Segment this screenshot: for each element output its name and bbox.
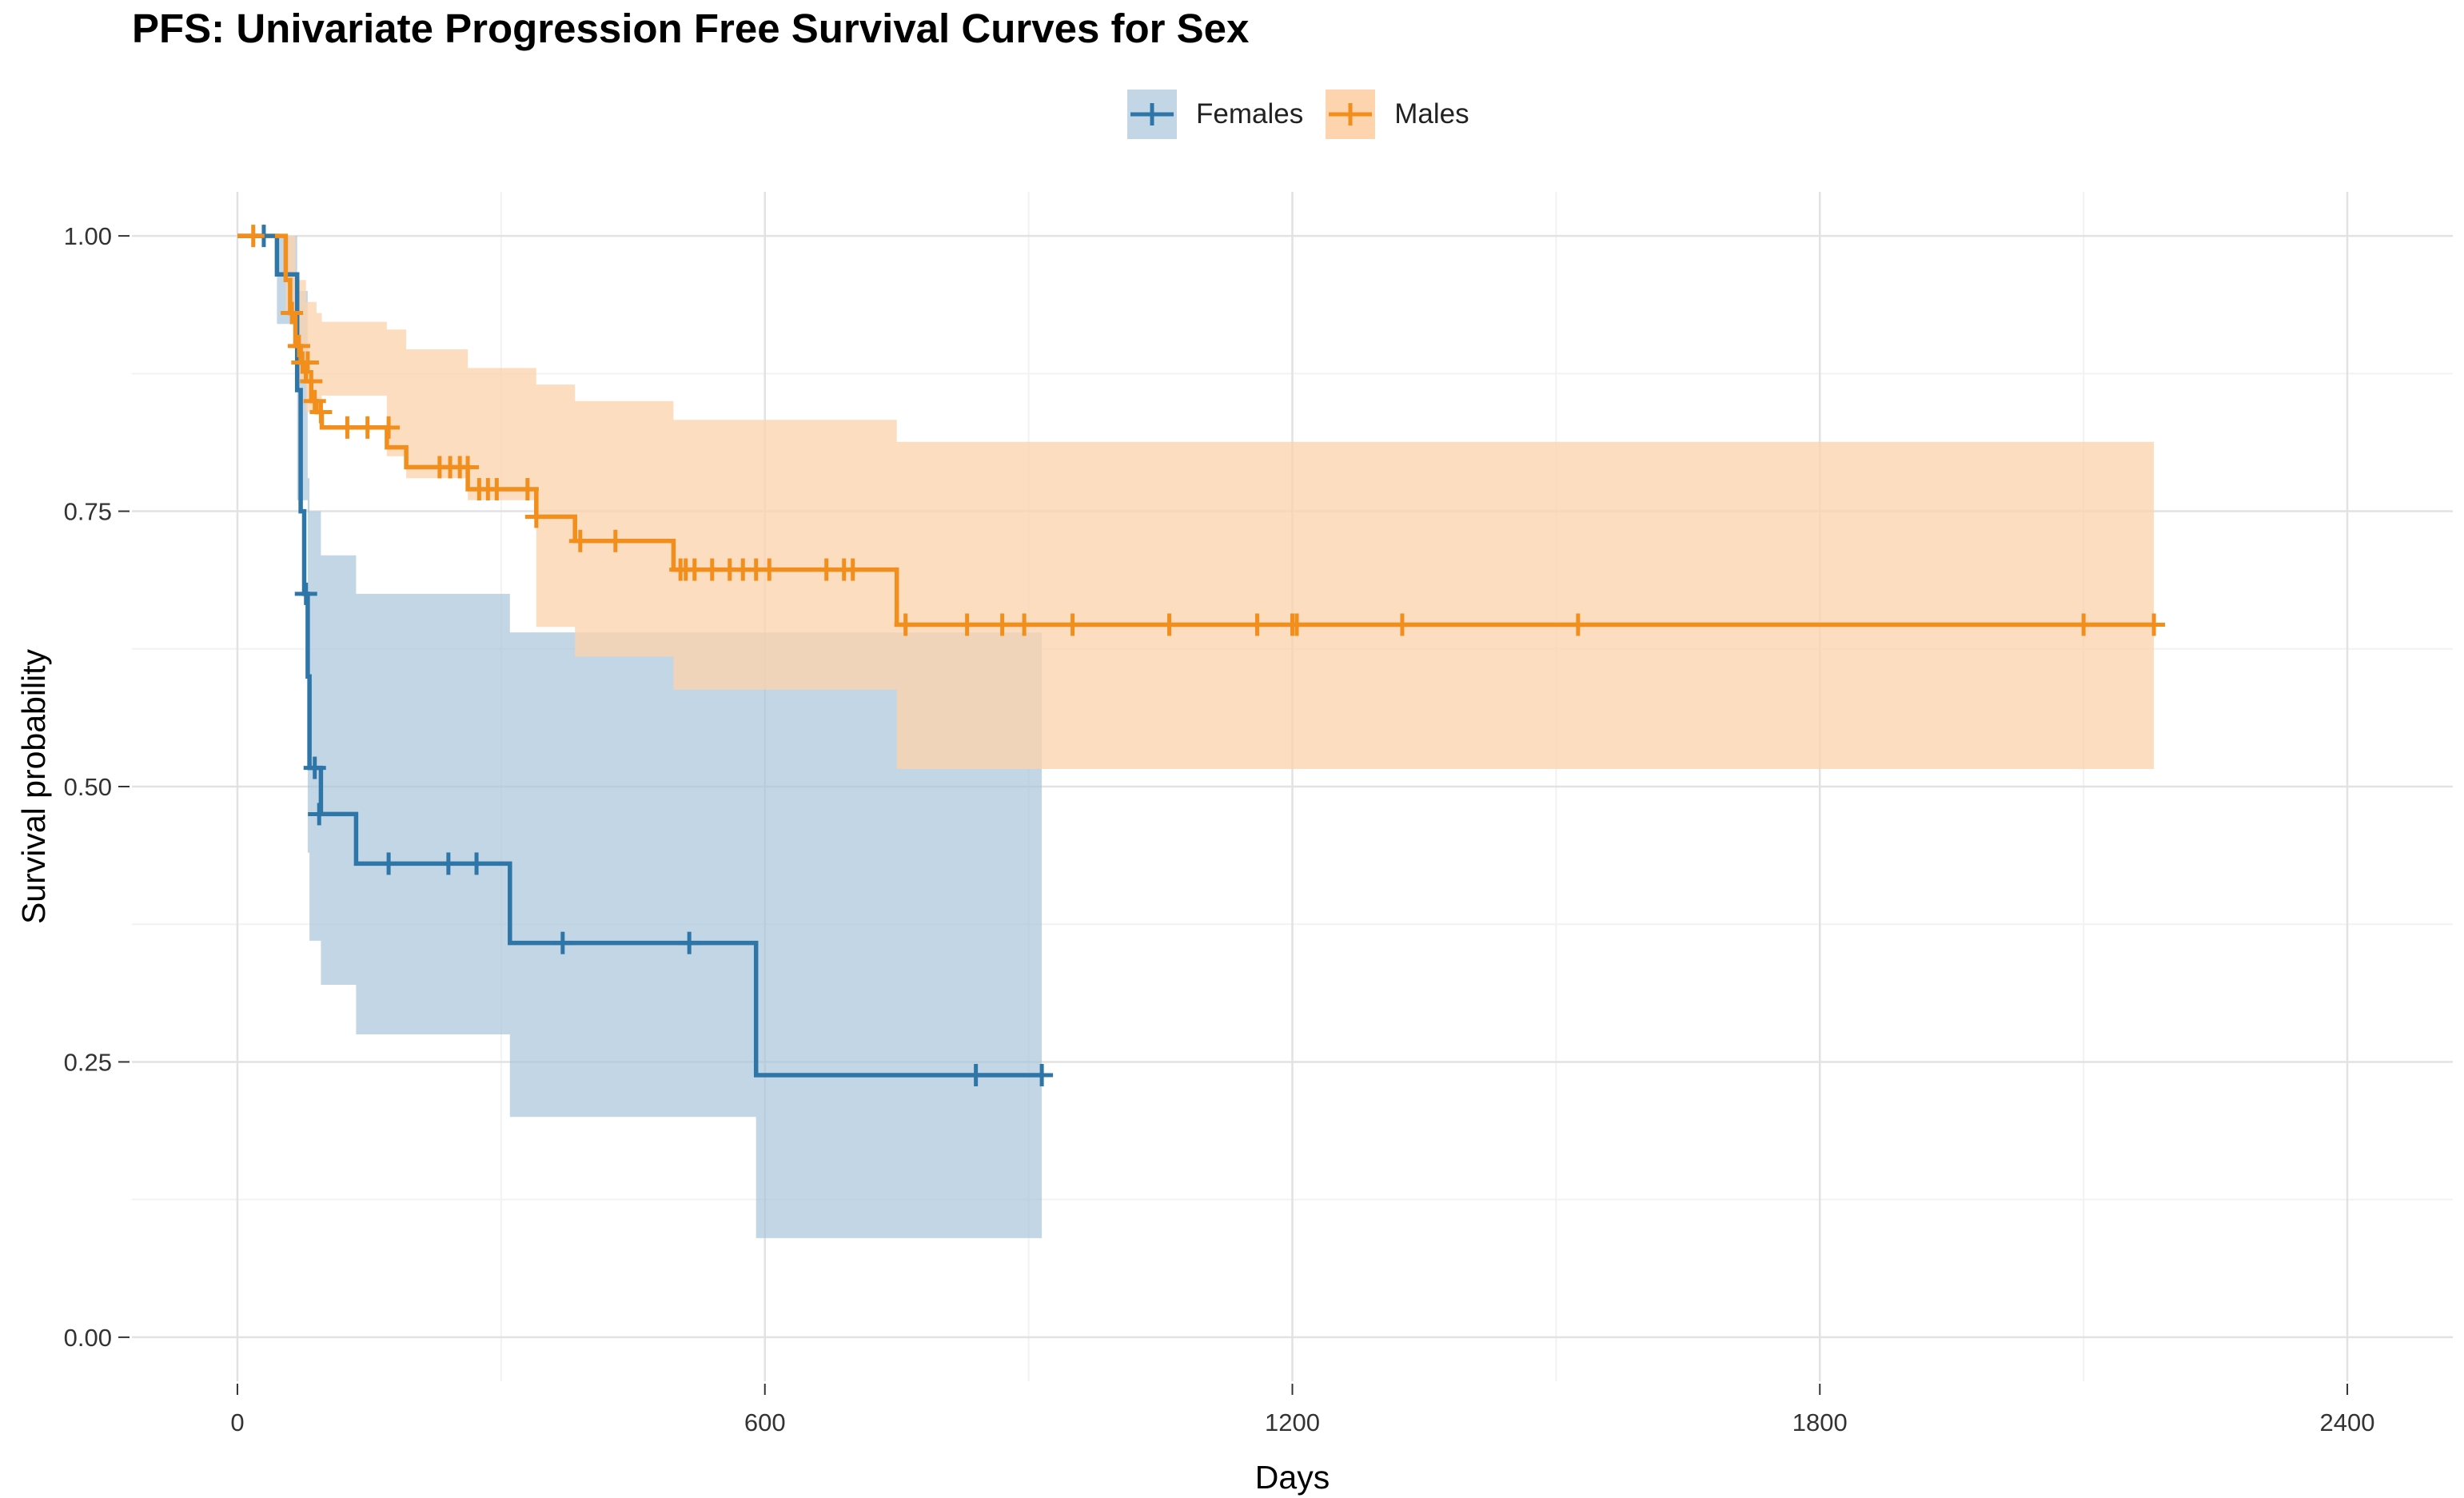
censor-mark: [841, 558, 864, 581]
censor-mark: [1566, 613, 1589, 636]
censor-mark: [955, 613, 979, 636]
censor-mark: [1061, 613, 1084, 636]
x-tick-label: 600: [744, 1408, 786, 1436]
censor-mark: [678, 931, 701, 954]
censor-mark: [485, 478, 508, 500]
legend: Females Males: [1127, 86, 1492, 142]
censor-mark: [1285, 613, 1308, 636]
chart-title: PFS: Univariate Progression Free Surviva…: [132, 6, 1250, 51]
censor-mark: [1031, 1063, 1054, 1086]
censor-mark: [1013, 613, 1036, 636]
y-axis: 0.00 0.25 0.50 0.75 1.00: [64, 222, 130, 1352]
x-axis: 0 600 1200 1800 2400: [230, 1384, 2375, 1436]
y-tick-label: 0.00: [64, 1324, 112, 1352]
censor-mark: [758, 558, 781, 581]
y-tick-label: 0.25: [64, 1048, 112, 1076]
legend-key-males: [1326, 90, 1376, 139]
censor-mark: [356, 416, 379, 439]
ci-band-males: [237, 236, 2155, 770]
legend-item-males[interactable]: Males: [1326, 90, 1469, 139]
censor-mark: [2143, 613, 2166, 636]
y-tick-label: 1.00: [64, 222, 112, 250]
censor-mark: [465, 852, 488, 875]
censor-mark: [1158, 613, 1181, 636]
censor-mark: [991, 613, 1014, 636]
censor-mark: [303, 756, 326, 779]
censor-mark: [296, 351, 319, 374]
y-axis-title: Survival probability: [15, 648, 52, 924]
x-tick-label: 2400: [2320, 1408, 2375, 1436]
censor-mark: [287, 334, 310, 357]
legend-item-females[interactable]: Females: [1127, 90, 1303, 139]
x-tick-label: 0: [230, 1408, 244, 1436]
censor-mark: [241, 225, 265, 248]
censor-mark: [294, 582, 317, 605]
censor-mark: [1390, 613, 1413, 636]
censor-mark: [377, 416, 401, 439]
censor-mark: [568, 529, 592, 552]
x-tick-label: 1200: [1265, 1408, 1320, 1436]
censor-mark: [1246, 613, 1269, 636]
x-tick-label: 1800: [1792, 1408, 1848, 1436]
censor-mark: [894, 613, 917, 636]
censor-mark: [437, 852, 460, 875]
censor-mark: [308, 803, 331, 826]
ci-band-females: [237, 236, 1043, 1238]
censor-mark: [281, 301, 304, 325]
legend-label-males: Males: [1394, 98, 1469, 129]
x-axis-title: Days: [1255, 1459, 1330, 1496]
censor-mark: [2072, 613, 2095, 636]
censor-mark: [551, 931, 574, 954]
censor-mark: [604, 529, 627, 552]
censor-marks-males: [241, 225, 2166, 636]
censor-mark: [309, 400, 333, 424]
censor-mark: [300, 369, 323, 392]
censor-mark: [336, 416, 359, 439]
censor-mark: [457, 456, 480, 479]
censor-mark: [964, 1063, 987, 1086]
y-tick-label: 0.75: [64, 498, 112, 526]
legend-key-females: [1127, 90, 1177, 139]
y-tick-label: 0.50: [64, 773, 112, 801]
censor-mark: [377, 852, 401, 875]
censor-mark: [524, 505, 548, 528]
legend-label-females: Females: [1196, 98, 1304, 129]
censor-mark: [516, 478, 539, 500]
